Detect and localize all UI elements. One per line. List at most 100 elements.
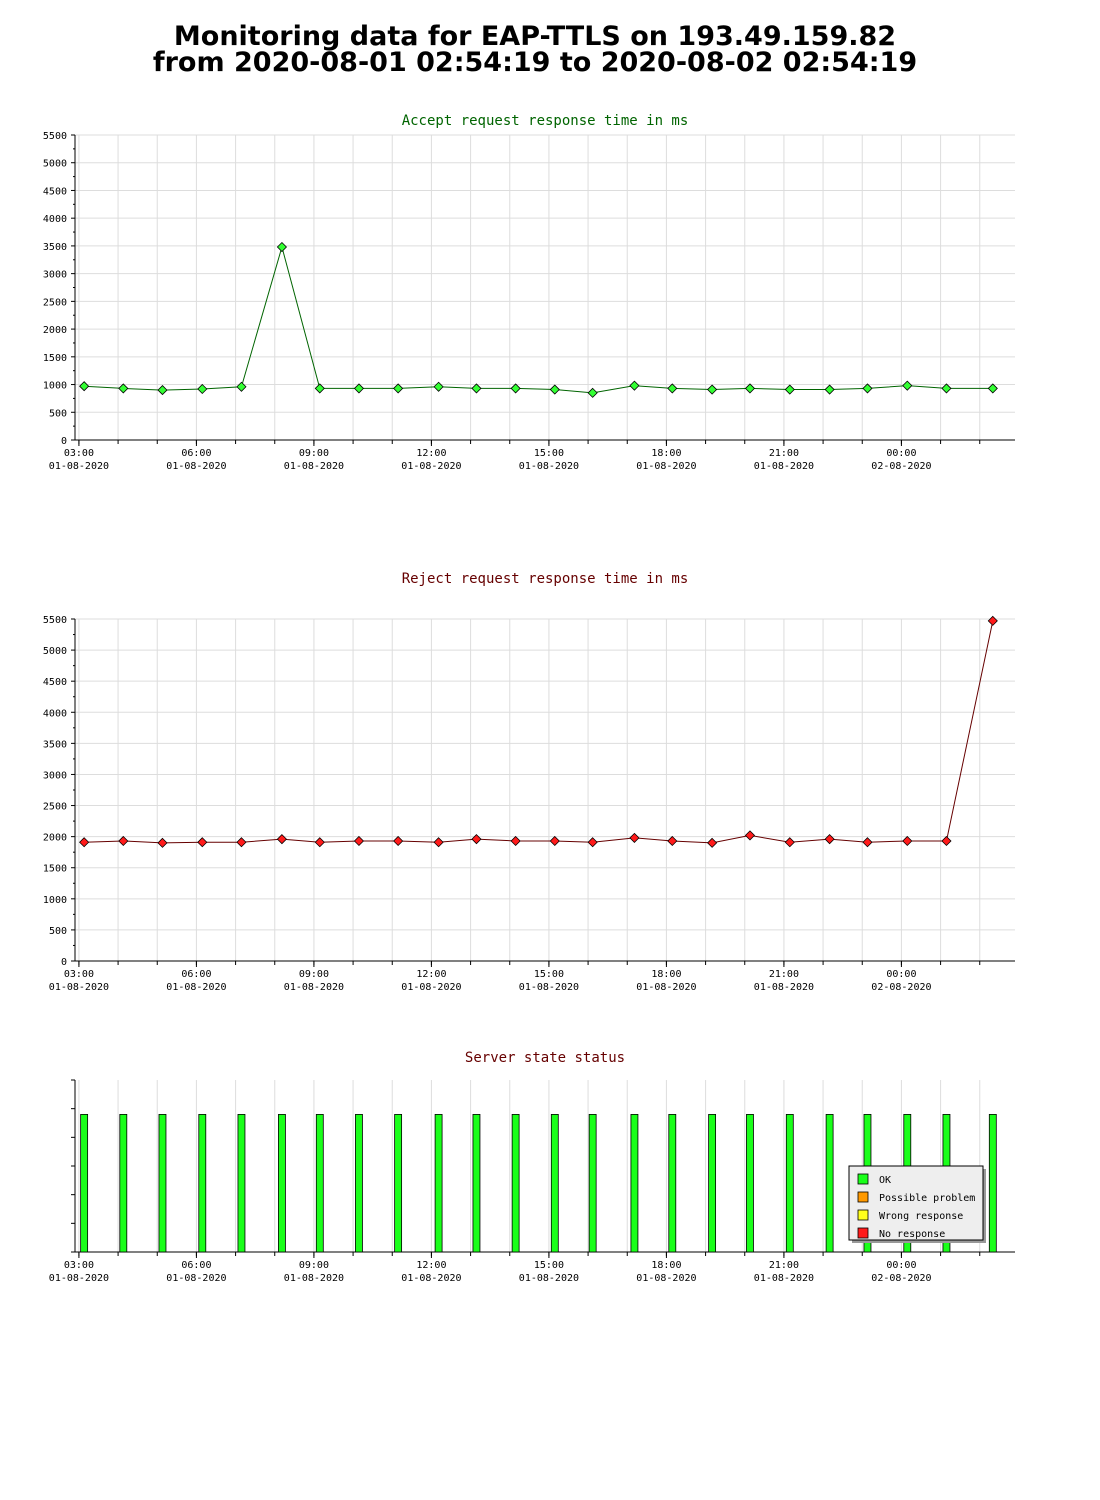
data-point xyxy=(549,835,560,847)
data-point xyxy=(862,383,873,394)
x-tick-date: 01-08-2020 xyxy=(49,1273,109,1284)
y-tick-label: 4000 xyxy=(43,214,67,225)
status-bar xyxy=(630,1114,639,1253)
data-point xyxy=(157,837,168,848)
x-tick-date: 01-08-2020 xyxy=(401,982,461,993)
data-point xyxy=(157,385,168,396)
data-point xyxy=(941,383,952,394)
data-point xyxy=(587,387,598,398)
x-tick-time: 09:00 xyxy=(299,1260,329,1271)
series-line xyxy=(84,620,994,844)
data-point xyxy=(314,383,325,394)
data-point xyxy=(987,383,998,394)
y-tick-label: 4500 xyxy=(43,677,67,688)
x-tick-time: 21:00 xyxy=(769,1260,799,1271)
y-tick-label: 2000 xyxy=(43,833,67,844)
x-tick-date: 01-08-2020 xyxy=(49,461,109,472)
x-tick-time: 00:00 xyxy=(886,969,916,980)
legend-label: Wrong response xyxy=(879,1211,963,1222)
y-tick-label: 5500 xyxy=(43,615,67,626)
x-tick-date: 01-08-2020 xyxy=(636,461,696,472)
status-bar xyxy=(434,1114,443,1253)
x-tick-date: 01-08-2020 xyxy=(49,982,109,993)
legend-swatch xyxy=(857,1191,869,1203)
x-tick-time: 12:00 xyxy=(416,448,446,459)
data-point xyxy=(118,835,129,847)
data-point xyxy=(902,380,913,391)
data-point xyxy=(79,381,90,392)
x-tick-time: 06:00 xyxy=(181,448,211,459)
reject-response-chart: Reject request response time in ms 0 500 10… xyxy=(43,571,1015,993)
data-point xyxy=(353,835,365,847)
x-tick-time: 03:00 xyxy=(64,969,94,980)
y-tick-label: 2000 xyxy=(43,325,67,336)
y-tick-label: 0 xyxy=(61,436,67,447)
data-point xyxy=(824,384,835,395)
x-tick-time: 12:00 xyxy=(416,969,446,980)
x-tick-date: 01-08-2020 xyxy=(284,982,344,993)
x-tick-time: 18:00 xyxy=(651,448,681,459)
x-tick-date: 01-08-2020 xyxy=(754,982,814,993)
status-bar xyxy=(668,1114,677,1253)
status-bar xyxy=(708,1114,717,1253)
x-tick-date: 01-08-2020 xyxy=(401,461,461,472)
chart-title: Accept request response time in ms xyxy=(402,113,689,129)
x-tick-time: 03:00 xyxy=(64,448,94,459)
data-point xyxy=(549,384,560,395)
data-point xyxy=(667,835,678,847)
y-tick-label: 1000 xyxy=(43,381,67,392)
y-tick-label: 3500 xyxy=(43,739,67,750)
data-point xyxy=(667,383,678,394)
data-point xyxy=(629,380,640,391)
status-bar xyxy=(119,1114,128,1253)
x-tick-date: 02-08-2020 xyxy=(871,461,931,472)
status-bar xyxy=(158,1114,167,1253)
y-tick-label: 2500 xyxy=(43,297,67,308)
data-point xyxy=(393,835,404,847)
status-bar xyxy=(394,1114,403,1253)
data-point xyxy=(276,241,287,253)
data-point xyxy=(236,381,247,392)
accept-response-chart: Accept request response time in ms 0 500 10… xyxy=(43,113,1015,472)
x-tick-time: 21:00 xyxy=(769,448,799,459)
data-point xyxy=(587,837,598,848)
x-tick-time: 21:00 xyxy=(769,969,799,980)
data-point xyxy=(197,837,208,848)
data-point xyxy=(707,837,718,848)
x-tick-date: 01-08-2020 xyxy=(519,1273,579,1284)
x-tick-date: 01-08-2020 xyxy=(754,461,814,472)
title-line-1: Monitoring data for EAP-TTLS on 193.49.1… xyxy=(173,21,897,52)
legend-swatch xyxy=(857,1209,869,1221)
y-tick-label: 1500 xyxy=(43,864,67,875)
x-tick-date: 01-08-2020 xyxy=(636,982,696,993)
data-point xyxy=(236,837,247,848)
title-line-2: from 2020-08-01 02:54:19 to 2020-08-02 0… xyxy=(152,47,918,78)
status-bar xyxy=(315,1114,324,1253)
x-tick-time: 09:00 xyxy=(299,448,329,459)
y-tick-label: 4500 xyxy=(43,186,67,197)
x-tick-date: 01-08-2020 xyxy=(166,1273,226,1284)
x-tick-time: 03:00 xyxy=(64,1260,94,1271)
y-tick-label: 0 xyxy=(61,957,67,968)
y-tick-label: 2500 xyxy=(43,802,67,813)
data-point xyxy=(276,834,287,845)
y-tick-label: 1000 xyxy=(43,895,67,906)
data-point xyxy=(987,615,998,626)
data-point xyxy=(471,834,482,845)
x-tick-date: 02-08-2020 xyxy=(871,982,931,993)
x-tick-time: 09:00 xyxy=(299,969,329,980)
chart-title: Reject request response time in ms xyxy=(402,571,689,587)
x-tick-date: 01-08-2020 xyxy=(284,461,344,472)
x-tick-time: 15:00 xyxy=(534,969,564,980)
series-line xyxy=(84,245,993,394)
x-tick-time: 12:00 xyxy=(416,1260,446,1271)
data-point xyxy=(197,383,208,395)
x-tick-date: 01-08-2020 xyxy=(166,982,226,993)
status-bar xyxy=(550,1114,559,1253)
data-point xyxy=(79,837,90,848)
data-point xyxy=(941,835,952,847)
x-tick-time: 06:00 xyxy=(181,1260,211,1271)
x-tick-time: 15:00 xyxy=(534,1260,564,1271)
data-point xyxy=(862,837,873,848)
y-tick-label: 500 xyxy=(49,408,67,419)
